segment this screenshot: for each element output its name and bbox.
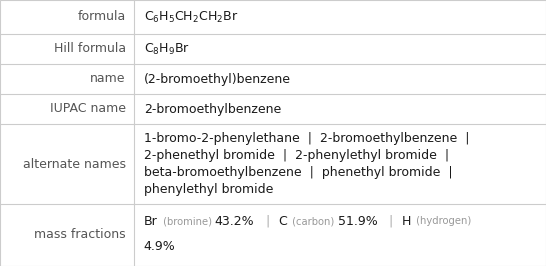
- Text: H: H: [402, 215, 411, 228]
- Text: 2-bromoethylbenzene: 2-bromoethylbenzene: [144, 102, 281, 115]
- Text: (2-bromoethyl)benzene: (2-bromoethyl)benzene: [144, 73, 291, 85]
- Text: (bromine): (bromine): [159, 216, 215, 226]
- Text: formula: formula: [78, 10, 126, 23]
- Text: 43.2%: 43.2%: [215, 215, 254, 228]
- Text: |: |: [382, 215, 402, 228]
- Text: 1-bromo-2-phenylethane  |  2-bromoethylbenzene  |
2-phenethyl bromide  |  2-phen: 1-bromo-2-phenylethane | 2-bromoethylben…: [144, 132, 469, 196]
- Text: Hill formula: Hill formula: [54, 43, 126, 56]
- Text: IUPAC name: IUPAC name: [50, 102, 126, 115]
- Text: $\mathregular{C_{8}H_{9}Br}$: $\mathregular{C_{8}H_{9}Br}$: [144, 41, 190, 57]
- Text: $\mathregular{C_{6}H_{5}CH_{2}CH_{2}Br}$: $\mathregular{C_{6}H_{5}CH_{2}CH_{2}Br}$: [144, 10, 238, 24]
- Text: 51.9%: 51.9%: [337, 215, 377, 228]
- Text: mass fractions: mass fractions: [34, 228, 126, 242]
- Text: Br: Br: [144, 215, 157, 228]
- Text: (carbon): (carbon): [289, 216, 337, 226]
- Text: alternate names: alternate names: [23, 157, 126, 171]
- Text: 4.9%: 4.9%: [144, 240, 175, 253]
- Text: (hydrogen): (hydrogen): [413, 216, 471, 226]
- Text: C: C: [278, 215, 287, 228]
- Text: name: name: [90, 73, 126, 85]
- Text: |: |: [258, 215, 278, 228]
